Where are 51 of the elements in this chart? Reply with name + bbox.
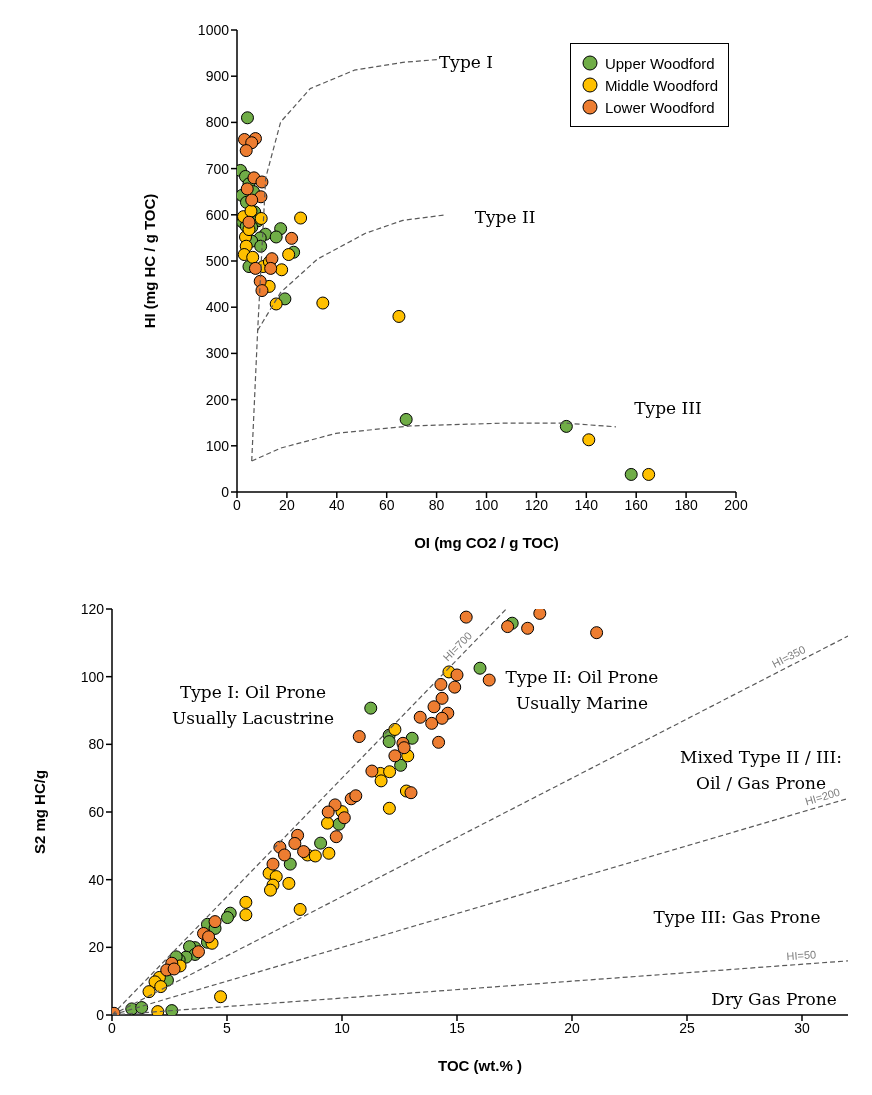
x-tick-label: 60: [378, 496, 395, 513]
legend-label: Lower Woodford: [604, 98, 715, 116]
y-tick-label: 500: [205, 252, 230, 269]
y-tick-label: 80: [88, 736, 105, 753]
x-tick-label: 40: [329, 496, 345, 513]
y-axis-title: HI (mg HC / g TOC): [141, 193, 159, 329]
y-tick-label: 100: [80, 668, 105, 685]
x-tick-label: 20: [564, 1019, 580, 1036]
annotation: Type I: [438, 51, 494, 74]
legend-label: Upper Woodford: [604, 54, 715, 72]
y-tick-label: 1000: [197, 21, 230, 38]
y-tick-label: 120: [80, 600, 105, 617]
y-tick-label: 0: [221, 483, 230, 500]
x-tick-label: 180: [674, 496, 698, 513]
y-tick-label: 300: [205, 345, 230, 362]
x-axis-title: OI (mg CO2 / g TOC): [414, 534, 559, 551]
annotation: Type III: Gas Prone: [653, 906, 821, 929]
x-tick-label: 200: [724, 496, 748, 513]
x-tick-label: 20: [279, 496, 295, 513]
x-tick-label: 160: [624, 496, 649, 513]
annotation: HI=50: [786, 948, 817, 963]
x-tick-label: 15: [449, 1019, 465, 1036]
y-tick-label: 700: [205, 160, 230, 177]
annotation: Type II: [474, 206, 536, 229]
y-tick-label: 900: [205, 68, 230, 85]
x-tick-label: 5: [223, 1019, 232, 1036]
x-tick-label: 140: [574, 496, 599, 513]
annotation: Type I: Oil Prone Usually Lacustrine: [171, 681, 335, 730]
x-tick-label: 30: [794, 1019, 810, 1036]
y-tick-label: 100: [205, 437, 230, 454]
y-tick-label: 600: [205, 206, 230, 223]
annotation: Dry Gas Prone: [711, 988, 837, 1011]
x-tick-label: 80: [428, 496, 445, 513]
legend-label: Middle Woodford: [604, 76, 718, 94]
y-tick-label: 800: [205, 114, 230, 131]
y-tick-label: 200: [205, 391, 230, 408]
x-tick-label: 100: [474, 496, 499, 513]
annotation: Type II: Oil Prone Usually Marine: [505, 666, 659, 715]
x-axis-title: TOC (wt.% ): [438, 1057, 522, 1074]
x-tick-label: 10: [334, 1019, 350, 1036]
x-tick-label: 0: [108, 1019, 117, 1036]
y-axis-title: S2 mg HC/g: [31, 769, 49, 855]
y-tick-label: 60: [88, 803, 105, 820]
x-tick-label: 120: [524, 496, 549, 513]
y-tick-label: 40: [88, 871, 105, 888]
x-tick-label: 25: [679, 1019, 695, 1036]
y-tick-label: 20: [88, 939, 105, 956]
annotation: Type III: [634, 397, 702, 420]
x-tick-label: 0: [233, 496, 242, 513]
y-tick-label: 400: [205, 299, 230, 316]
y-tick-label: 0: [96, 1006, 105, 1023]
